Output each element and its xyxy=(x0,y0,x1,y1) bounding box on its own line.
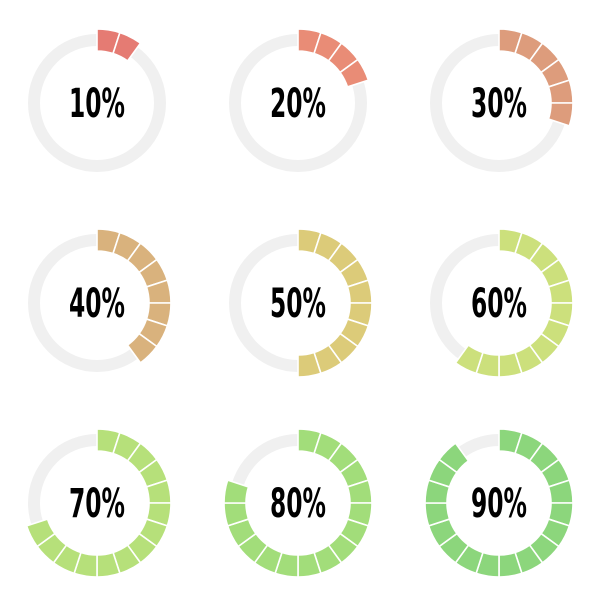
gauge-segment xyxy=(438,442,470,474)
gauge-1: 10% xyxy=(28,28,166,172)
gauge-percent-label: 10% xyxy=(69,81,125,127)
gauge-segment xyxy=(126,332,158,364)
gauge-2: 20% xyxy=(229,28,370,172)
gauge-4: 40% xyxy=(28,228,172,372)
gauge-percent-label: 20% xyxy=(270,81,326,127)
gauge-percent-label: 50% xyxy=(270,281,326,327)
gauge-segment xyxy=(454,343,484,375)
gauge-8: 80% xyxy=(223,428,373,578)
gauge-segment xyxy=(297,351,322,378)
gauge-percent-label: 40% xyxy=(69,281,125,327)
gauge-segment xyxy=(112,31,142,63)
gauge-percent-label: 90% xyxy=(471,481,527,527)
gauge-percent-label: 80% xyxy=(270,481,326,527)
gauge-7: 70% xyxy=(25,428,172,578)
gauge-6: 60% xyxy=(430,228,574,378)
gauge-percent-label: 60% xyxy=(471,281,527,327)
gauge-segment xyxy=(547,102,574,127)
gauge-segment xyxy=(223,479,250,504)
gauge-segment xyxy=(338,58,370,88)
gauge-segment xyxy=(25,518,57,548)
gauge-percent-label: 30% xyxy=(471,81,527,127)
gauge-percent-label: 70% xyxy=(69,481,125,527)
gauge-3: 30% xyxy=(430,28,574,172)
gauge-5: 50% xyxy=(229,228,373,378)
gauge-9: 90% xyxy=(424,428,574,578)
